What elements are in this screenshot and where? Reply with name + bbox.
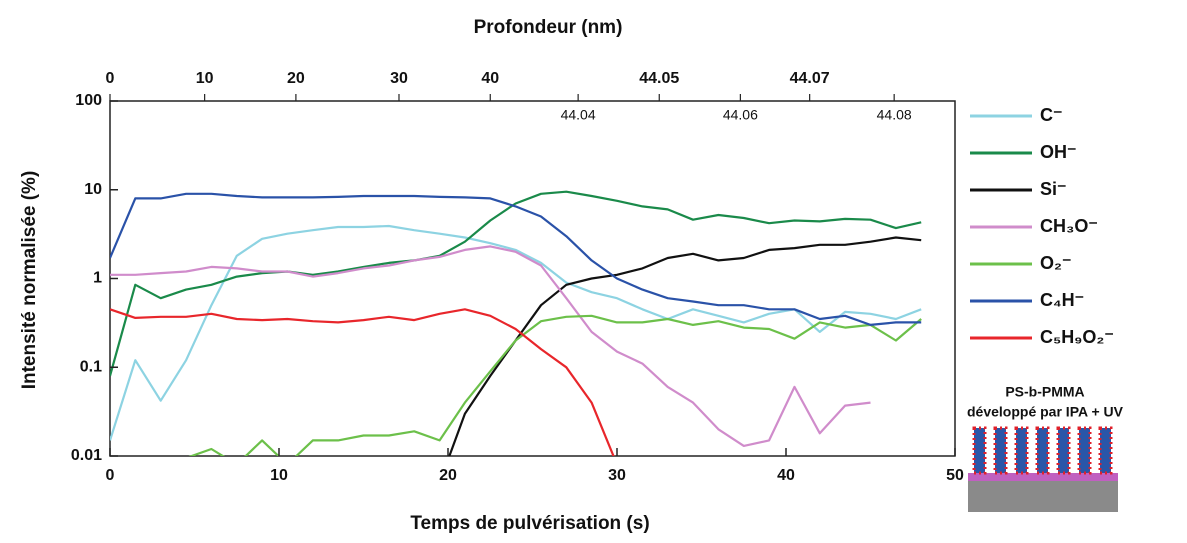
series-line [110, 245, 871, 447]
legend-label: C₄H⁻ [1040, 290, 1084, 310]
x-tick-label: 40 [777, 467, 795, 484]
x2-tick-label: 44.08 [877, 107, 912, 123]
series-line [110, 308, 615, 456]
plot-frame [109, 100, 956, 457]
x2-tick-label: 44.05 [639, 70, 679, 87]
legend-label: C⁻ [1040, 105, 1063, 125]
x2-axis-label: Profondeur (nm) [474, 17, 623, 38]
x2-tick-label: 44.06 [723, 107, 758, 123]
x2-tick-label: 44.07 [790, 70, 830, 87]
inset-title: PS-b-PMMA [1005, 384, 1084, 400]
legend-label: OH⁻ [1040, 142, 1077, 162]
y-tick-label: 0.01 [71, 447, 102, 464]
x2-tick-label: 44.04 [561, 107, 596, 123]
legend-label: O₂⁻ [1040, 253, 1072, 273]
x2-tick-label: 0 [106, 70, 115, 87]
x-tick-label: 20 [439, 467, 457, 484]
series-line [110, 224, 922, 441]
y-axis-label: Intensité normalisée (%) [19, 171, 40, 390]
x-tick-label: 50 [946, 467, 964, 484]
y-tick-label: 1 [93, 270, 102, 287]
legend-label: Si⁻ [1040, 179, 1067, 199]
legend-label: CH₃O⁻ [1040, 216, 1098, 236]
legend-label: C₅H₉O₂⁻ [1040, 327, 1114, 347]
series-line [110, 192, 922, 326]
x2-tick-label: 10 [196, 70, 214, 87]
y-tick-label: 10 [84, 181, 102, 198]
x2-tick-label: 20 [287, 70, 305, 87]
x-tick-label: 0 [106, 467, 115, 484]
series-line [110, 190, 922, 377]
x-tick-label: 30 [608, 467, 626, 484]
x-axis-label: Temps de pulvérisation (s) [410, 513, 649, 534]
inset-schematic [968, 426, 1118, 512]
y-tick-label: 0.1 [80, 358, 102, 375]
inset-subtitle: développé par IPA + UV [967, 404, 1124, 420]
series-line [188, 314, 922, 456]
x-tick-label: 10 [270, 467, 288, 484]
series-line [448, 236, 922, 456]
x2-tick-label: 40 [481, 70, 499, 87]
y-tick-label: 100 [75, 92, 102, 109]
x2-tick-label: 30 [390, 70, 408, 87]
plot-lines [110, 190, 922, 456]
